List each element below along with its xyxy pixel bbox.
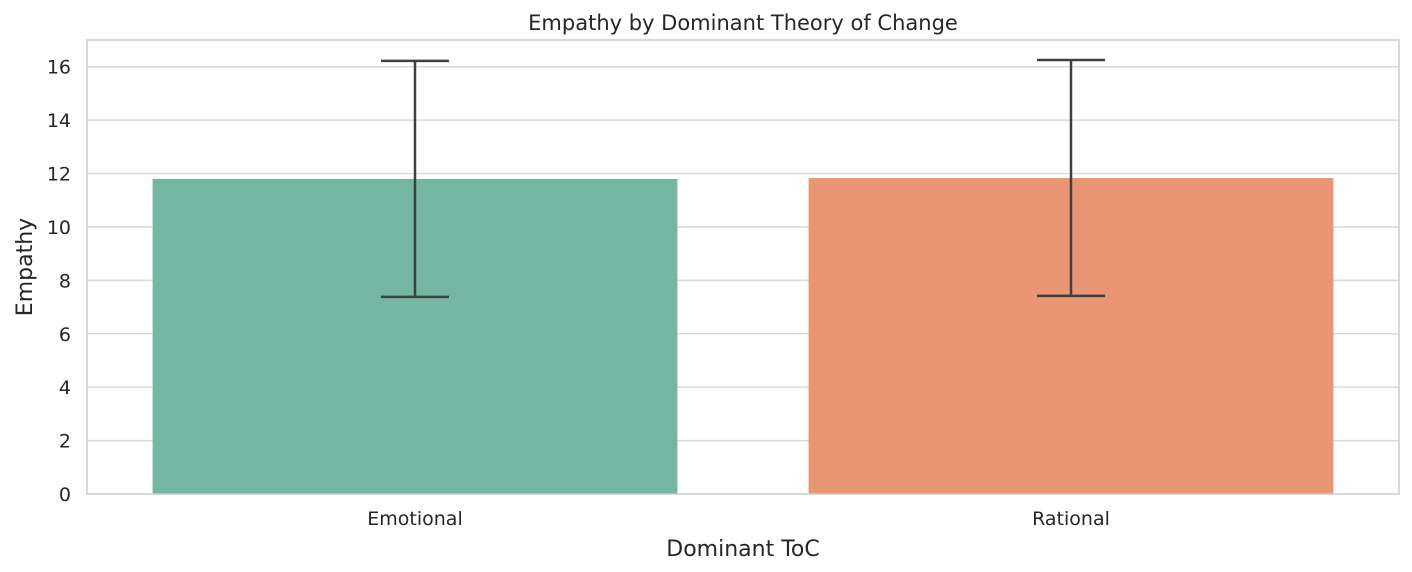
- chart-title: Empathy by Dominant Theory of Change: [528, 11, 958, 35]
- y-axis-ticks: 0 2 4 6 8 10 12 14 16: [47, 57, 71, 506]
- error-bars: [381, 58, 1105, 299]
- y-tick-label: 4: [59, 377, 71, 399]
- y-tick-label: 0: [59, 484, 71, 506]
- y-tick-label: 14: [47, 110, 71, 132]
- x-axis-label: Dominant ToC: [666, 537, 819, 562]
- error-bar-emotional: [381, 59, 449, 299]
- x-tick-label: Emotional: [367, 508, 462, 530]
- y-tick-label: 16: [47, 57, 71, 79]
- x-tick-label: Rational: [1032, 508, 1110, 530]
- y-tick-label: 10: [47, 217, 71, 239]
- y-tick-label: 12: [47, 164, 71, 186]
- y-tick-label: 6: [59, 324, 71, 346]
- y-tick-label: 8: [59, 270, 71, 292]
- y-tick-label: 2: [59, 431, 71, 453]
- x-axis-ticks: Emotional Rational: [367, 508, 1110, 530]
- y-axis-label: Empathy: [13, 218, 38, 316]
- error-bar-rational: [1037, 58, 1105, 298]
- bars: [152, 178, 1334, 495]
- plot-frame: [86, 39, 1400, 495]
